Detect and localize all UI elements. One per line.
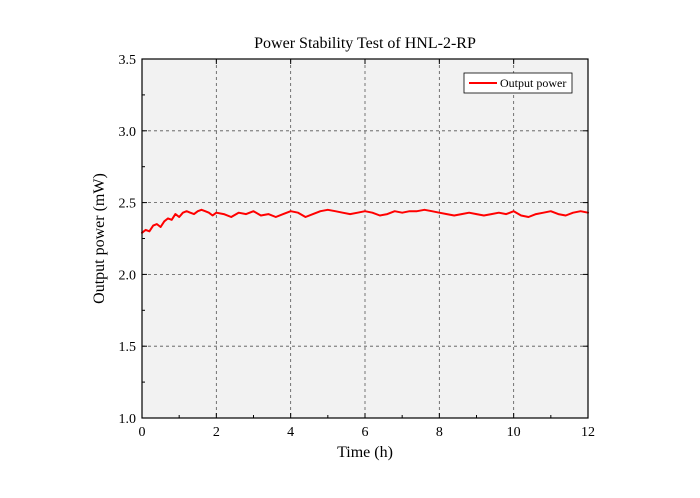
y-tick-label: 1.0 [119, 412, 137, 427]
legend-label-output-power: Output power [500, 76, 566, 90]
legend: Output power [463, 72, 573, 94]
y-tick-label: 3.0 [119, 125, 137, 140]
legend-box [463, 72, 573, 94]
x-tick-label: 6 [362, 425, 369, 440]
plot-area [142, 59, 588, 418]
x-tick-label: 12 [581, 425, 595, 440]
y-tick-label: 3.5 [119, 53, 137, 68]
series-layer [141, 208, 589, 234]
x-tick-label: 4 [287, 425, 294, 440]
y-axis-title: Output power (mW) [91, 173, 108, 304]
y-tick-label: 2.0 [119, 268, 137, 283]
series-line-output-power [141, 208, 589, 234]
x-tick-label: 2 [213, 425, 220, 440]
grid [142, 59, 588, 418]
x-tick-label: 8 [436, 425, 443, 440]
y-tick-label: 1.5 [119, 340, 137, 355]
x-tick-label: 0 [139, 425, 146, 440]
x-axis-title: Time (h) [337, 444, 393, 461]
axis-ticks: 0 2 4 6 8 10 12 1.0 1.5 2.0 2.5 3.0 3.5 [119, 53, 596, 440]
y-tick-label: 2.5 [119, 197, 137, 212]
x-tick-label: 10 [507, 425, 521, 440]
chart-title: Power Stability Test of HNL-2-RP [254, 35, 476, 52]
